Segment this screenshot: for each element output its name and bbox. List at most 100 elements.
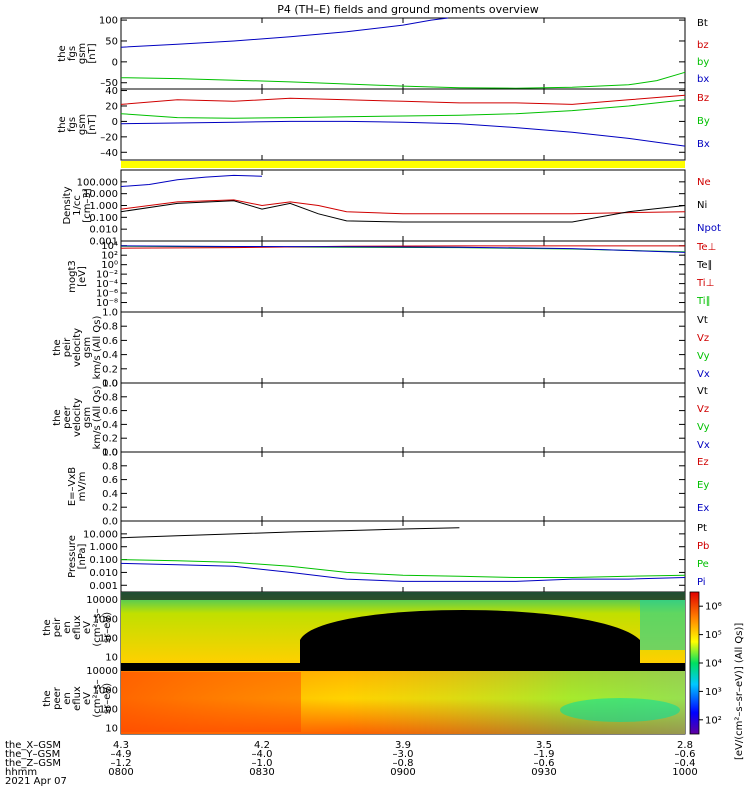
y-axis-label: the — [42, 619, 53, 635]
series-line-Te⊥ — [120, 245, 685, 249]
y-axis-label: sr–eV) — [102, 683, 113, 714]
y-tick-label: 10⁻² — [96, 270, 118, 281]
y-tick-label: 0.6 — [102, 406, 118, 417]
footer-value-z: –1.0 — [252, 758, 273, 769]
legend-entry: bx — [697, 74, 709, 85]
y-axis-label: eflux — [72, 615, 83, 640]
y-axis-label: [cm–3] — [82, 188, 93, 223]
panel-6: 1.0 0.8 0.6 0.4 0.2 0.0 the peer velocity gsm km/s… — [52, 379, 710, 459]
footer-value-y: –4.9 — [111, 749, 132, 760]
y-tick-label: 10⁴ — [101, 241, 118, 252]
y-axis-label: 1/cc — [72, 195, 83, 216]
y-tick-label: 40 — [105, 86, 118, 97]
quality-flag-bar — [121, 161, 685, 168]
series-line-Npot — [120, 174, 263, 187]
y-axis-label: the — [57, 45, 68, 61]
y-tick-label: 100 — [99, 705, 118, 716]
y-axis-label: en — [62, 692, 73, 705]
footer-row-label: the_X–GSM — [5, 740, 61, 751]
y-tick-label: 0.2 — [102, 364, 118, 375]
y-tick-label: 0 — [112, 117, 118, 128]
y-tick-label: 20 — [105, 101, 118, 112]
footer-value-hhmm: 0800 — [108, 767, 133, 778]
y-tick-label: 1.000 — [89, 542, 118, 553]
y-tick-label: 100 — [99, 16, 118, 27]
legend-entry: bz — [697, 40, 709, 51]
y-axis-label: the — [52, 409, 63, 425]
y-axis-label: the — [57, 116, 68, 132]
footer-value-z: –1.2 — [111, 758, 132, 769]
figure-title: P4 (TH–E) fields and ground moments over… — [277, 3, 539, 16]
legend-entry: Bz — [697, 93, 709, 104]
footer-value-z: –0.8 — [393, 758, 414, 769]
legend-entry: Vy — [697, 422, 710, 433]
y-axis-label: [nT] — [87, 43, 98, 63]
y-tick-label: –40 — [100, 148, 118, 159]
panel-frame — [120, 311, 686, 384]
y-tick-label: 0.2 — [102, 434, 118, 445]
panel-frame — [120, 240, 686, 313]
series-line-by — [120, 71, 686, 89]
legend-entry: Ni — [697, 200, 707, 211]
y-axis-label: peer — [62, 405, 73, 429]
y-axis-label: [nPa] — [77, 543, 88, 569]
footer-value-hhmm: 0930 — [531, 767, 556, 778]
y-tick-label: 0.4 — [102, 350, 118, 361]
footer-value-hhmm: 0830 — [249, 767, 274, 778]
y-tick-label: 10⁰ — [101, 260, 118, 271]
legend-entry: Ez — [697, 457, 709, 468]
panel-frame — [120, 382, 686, 453]
colorbar-tick-label: 10⁴ — [705, 659, 722, 670]
colorbar-ticks: 10² 10³ 10⁴ 10⁵ 10⁶ — [699, 602, 722, 726]
legend-entry: Ex — [697, 503, 709, 514]
legend-entry: Te∥ — [696, 260, 713, 271]
y-tick-label: 10 — [105, 653, 118, 664]
series-line-Ne — [120, 199, 686, 215]
colorbar-tick-label: 10⁵ — [705, 630, 722, 641]
y-tick-label: 0.8 — [102, 392, 118, 403]
y-axis-label: peir — [52, 617, 63, 637]
legend-entry: Ti⊥ — [696, 278, 714, 289]
y-tick-label: 0.100 — [89, 555, 118, 566]
legend-entry: Npot — [697, 223, 721, 234]
panel-1: 100 50 0 –50 the fgs gsm [nT] Bt bz by bx — [57, 16, 709, 90]
panel-8: 10.000 1.000 0.100 0.010 0.001 Pressure [nPa] P… — [67, 520, 709, 593]
footer-row-label: hhmm — [5, 767, 37, 778]
colorbar-label: [eV/(cm²–s–sr–eV)] (All Qs)] — [734, 623, 745, 760]
footer-value-hhmm: 0900 — [390, 767, 415, 778]
legend-entry: Ne — [697, 177, 711, 188]
y-tick-label: 0.0 — [102, 379, 118, 390]
panel-2: 40 20 0 –20 –40 the fgs gsm [nT] Bz By Bx — [57, 86, 710, 161]
y-tick-label: 0.4 — [102, 489, 118, 500]
panel-frame — [120, 88, 686, 161]
y-tick-label: 10⁻⁸ — [96, 298, 118, 309]
legend-entry: By — [697, 116, 710, 127]
panel-frame — [120, 169, 686, 242]
y-axis-label: eV — [82, 621, 93, 634]
y-axis-label: km/s (All Qs) — [92, 386, 103, 450]
y-tick-label: 100.000 — [77, 177, 118, 188]
y-tick-label: 10⁻⁶ — [96, 289, 118, 300]
y-axis-label: mogt3 — [67, 260, 78, 293]
series-line-Bx — [120, 120, 686, 147]
footer-value-y: –3.0 — [393, 749, 414, 760]
ion-spectrogram — [121, 592, 685, 663]
y-axis-label: Pressure — [67, 535, 78, 578]
y-tick-label: 0.8 — [102, 322, 118, 333]
y-axis-label: the — [52, 339, 63, 355]
series-line-Bz — [120, 94, 686, 105]
y-tick-label: 0.6 — [102, 336, 118, 347]
y-axis-label: E=–VxB — [67, 467, 78, 506]
y-axis-label: gsm — [82, 407, 93, 428]
y-tick-label: 0.8 — [102, 461, 118, 472]
series-line-Pe — [120, 559, 686, 578]
series-line-Ni — [120, 200, 686, 223]
footer-value-x: 4.3 — [113, 740, 129, 751]
y-tick-label: 1.0 — [102, 379, 118, 390]
y-tick-label: 50 — [105, 36, 118, 47]
footer-row-label: the_Y–GSM — [5, 749, 60, 760]
